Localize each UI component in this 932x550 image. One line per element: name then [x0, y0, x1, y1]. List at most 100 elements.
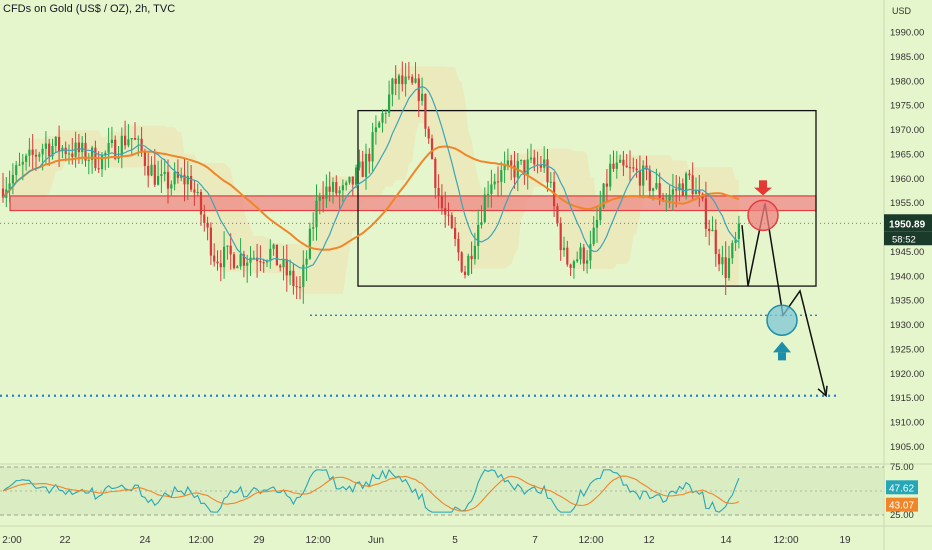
projection-path [741, 203, 827, 396]
time-tick-label: 7 [532, 535, 538, 546]
price-tick-label: 1945.00 [890, 247, 924, 258]
candle-body [341, 185, 344, 191]
candle-body [269, 248, 272, 261]
candle-body [325, 186, 328, 199]
price-tick-label: 1955.00 [890, 198, 924, 209]
candle-body [711, 229, 714, 232]
red-down-arrow [754, 180, 772, 196]
candle-body [506, 160, 509, 166]
candle-body [331, 182, 335, 192]
candle-body [582, 247, 585, 264]
red-down-arrow-head [754, 187, 772, 196]
candle-body [246, 262, 249, 266]
candle-body [104, 152, 107, 155]
candle-body [160, 174, 163, 177]
candle-body [727, 258, 731, 279]
candle-body [216, 261, 219, 264]
current-price-badge [884, 214, 932, 232]
candle-body [355, 167, 358, 185]
candle-body [124, 135, 127, 146]
candle-body [147, 165, 150, 176]
candle-body [100, 154, 104, 170]
candle-body [64, 147, 67, 155]
candle-body [298, 286, 302, 288]
candle-body [166, 171, 170, 189]
candle-body [397, 75, 401, 84]
candle-body [734, 239, 737, 244]
candle-body [38, 154, 41, 157]
candle-body [708, 228, 711, 232]
candle-body [487, 193, 490, 195]
candle-body [272, 244, 275, 249]
price-tick-label: 1970.00 [890, 125, 924, 136]
candle-body [262, 262, 265, 264]
candle-body [592, 227, 595, 245]
candle-body [648, 169, 651, 191]
candle-body [48, 143, 51, 157]
candle-body [688, 173, 691, 176]
candle-body [81, 142, 84, 153]
candle-body [444, 208, 447, 215]
candle-body [229, 245, 232, 255]
candle-body [685, 173, 688, 196]
candle-body [500, 170, 503, 182]
candle-body [384, 112, 387, 114]
candle-body [599, 207, 602, 220]
candle-body [642, 165, 645, 186]
rsi-ma-badge [886, 497, 918, 512]
candle-body [658, 183, 661, 198]
candle-body [724, 257, 727, 279]
candle-body [157, 176, 160, 185]
slow-moving-average [2, 145, 740, 251]
candle-body [477, 224, 480, 246]
candle-body [213, 255, 216, 262]
current-price-text: 1950.89 [889, 219, 926, 230]
candle-body [196, 192, 199, 194]
candle-body [153, 164, 156, 185]
candle-body [526, 159, 529, 175]
price-tick-label: 1910.00 [890, 418, 924, 429]
candle-body [219, 263, 222, 268]
candle-body [31, 149, 34, 155]
candle-body [490, 184, 493, 194]
candle-body [569, 264, 572, 268]
rsi-ma-line [2, 475, 740, 512]
candle-body [275, 244, 278, 266]
blue-up-arrow-head [773, 341, 791, 353]
fast-moving-average [2, 85, 740, 269]
candle-body [259, 261, 262, 263]
candle-body [437, 187, 440, 197]
ichimoku-cloud [3, 66, 739, 295]
candle-body [308, 228, 311, 259]
candle-body [44, 143, 47, 149]
candle-body [289, 270, 292, 276]
price-tick-label: 1935.00 [890, 296, 924, 307]
time-tick-label: 5 [452, 535, 458, 546]
candle-body [635, 168, 638, 171]
candle-body [694, 190, 698, 195]
resistance-zone [9, 195, 817, 212]
candle-body [84, 142, 87, 161]
price-tick-label: 1975.00 [890, 101, 924, 112]
price-tick-label: 1960.00 [890, 174, 924, 185]
candle-body [615, 162, 618, 169]
price-tick-label: 1940.00 [890, 271, 924, 282]
price-tick-label: 1980.00 [890, 76, 924, 87]
candle-body [513, 165, 516, 178]
price-tick-label: 1990.00 [890, 28, 924, 39]
price-tick-label: 1965.00 [890, 149, 924, 160]
candle-body [440, 196, 443, 209]
candle-body [698, 190, 701, 194]
candle-body [170, 184, 173, 189]
resistance-circle [747, 199, 779, 232]
candle-body [150, 164, 153, 176]
time-tick-label: 12:00 [305, 535, 330, 546]
candle-body [315, 200, 318, 228]
candle-body [543, 159, 546, 168]
countdown-text: 58:52 [892, 234, 916, 245]
candle-body [249, 257, 252, 263]
candle-body [463, 271, 467, 276]
candle-body [374, 127, 377, 133]
candle-body [305, 258, 308, 265]
